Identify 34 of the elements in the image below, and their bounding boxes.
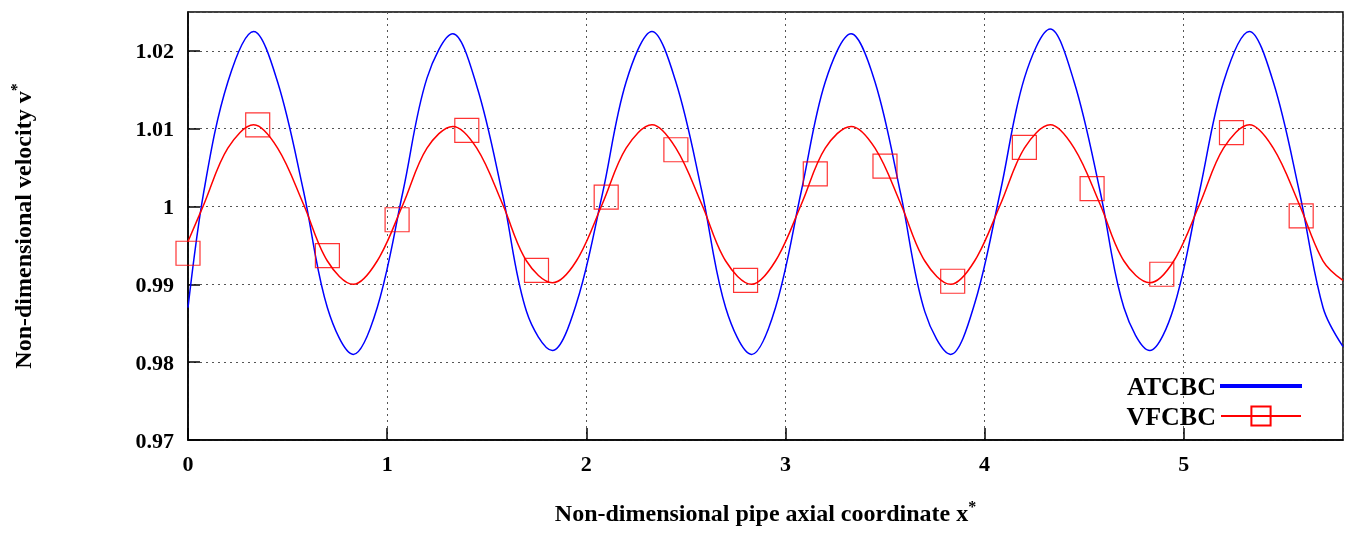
point	[454, 117, 480, 143]
legend-label: VFCBC	[1126, 401, 1216, 431]
x-tick-label: 0	[182, 450, 194, 476]
y-tick-label: 0.99	[135, 271, 174, 297]
x-tick-label: 3	[779, 450, 791, 476]
y-tick-label: 1.01	[135, 116, 174, 142]
point	[1218, 120, 1245, 146]
y-axis-title: Non-dimensional velocity v*	[7, 83, 36, 369]
y-tick-label: 1.02	[135, 38, 174, 64]
point	[175, 240, 201, 266]
point	[593, 184, 619, 210]
x-tick-label: 1	[381, 450, 393, 476]
point	[940, 268, 966, 294]
legend-label: ATCBC	[1126, 371, 1216, 401]
y-tick-label: 1	[163, 194, 174, 220]
point	[1079, 176, 1105, 202]
x-tick-label: 2	[580, 450, 592, 476]
point	[1011, 134, 1037, 160]
point	[384, 207, 410, 233]
x-tick-label: 5	[1178, 450, 1190, 476]
point	[245, 112, 271, 138]
line-series	[187, 28, 1344, 356]
y-tick-label: 0.98	[135, 349, 174, 375]
point	[732, 267, 759, 294]
x-axis-title: Non-dimensional pipe axial coordinate x*	[554, 497, 977, 526]
point	[802, 161, 828, 187]
y-tick-label: 0.97	[135, 427, 174, 453]
point	[663, 137, 689, 163]
point	[1288, 203, 1314, 229]
point	[314, 242, 340, 269]
x-tick-label: 4	[979, 450, 991, 476]
point	[523, 257, 550, 283]
point	[872, 153, 898, 179]
point	[1149, 261, 1175, 287]
